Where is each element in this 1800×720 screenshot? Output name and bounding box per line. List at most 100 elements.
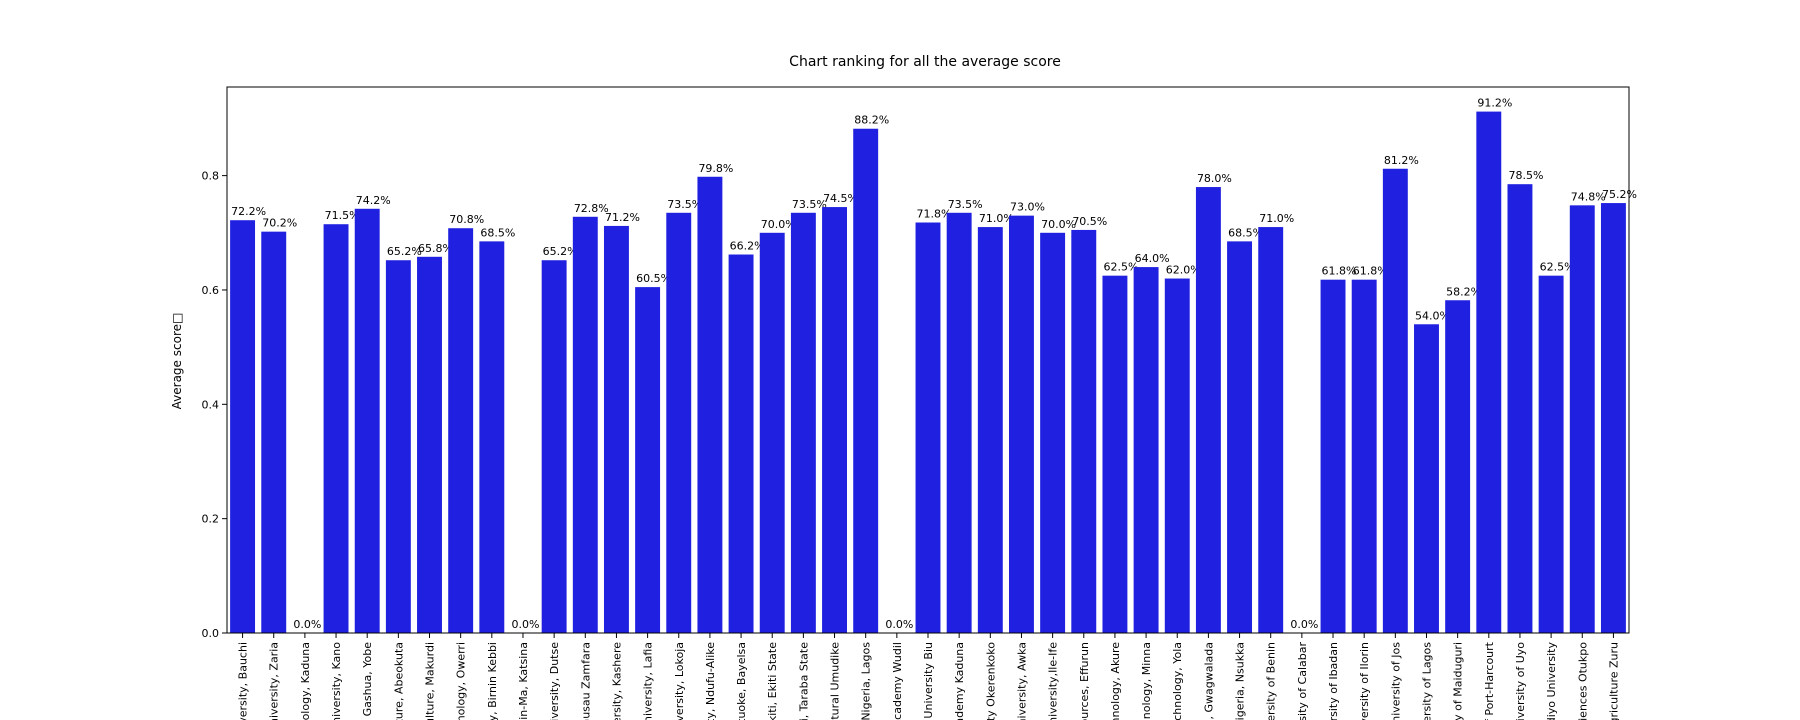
bar-value-label: 0.0%	[1290, 618, 1318, 631]
bar-value-label: 74.8%	[1571, 190, 1606, 203]
bar-value-label: 73.5%	[792, 198, 827, 211]
x-category-label: Gusau Zamfara	[579, 642, 592, 720]
x-category-label: sity, Ndufu-Alike	[704, 642, 717, 720]
bar-value-label: 81.2%	[1384, 154, 1419, 167]
bar	[1164, 278, 1190, 633]
bar	[1195, 187, 1221, 633]
bar-value-label: 74.2%	[356, 194, 391, 207]
bars-group: 72.2%70.2%0.0%71.5%74.2%65.2%65.8%70.8%6…	[230, 97, 1637, 634]
bar	[230, 220, 256, 633]
bar-value-label: 68.5%	[1228, 226, 1263, 239]
x-category-label: University, Zaria	[268, 642, 281, 720]
x-axis-category-labels: niversity, Bauchi University, Zaria nnolog…	[237, 633, 1620, 720]
x-category-label: Technology, Yola	[1171, 642, 1184, 720]
bar	[1258, 227, 1284, 633]
y-tick-label: 0.8	[202, 170, 220, 183]
x-category-label: chnology, Owerri	[455, 642, 468, 720]
bar	[1040, 232, 1066, 633]
bar-value-label: 62.5%	[1540, 261, 1575, 274]
x-category-label: iversity of Benin	[1265, 642, 1278, 720]
bar	[261, 231, 287, 633]
bar-value-label: 70.0%	[761, 218, 796, 231]
x-category-label: iversity, Kashere	[610, 642, 623, 720]
bar-value-label: 65.8%	[418, 242, 453, 255]
bar	[977, 227, 1003, 633]
x-category-label: ersity of Calabar	[1296, 642, 1309, 720]
bar-value-label: 70.5%	[1072, 215, 1107, 228]
bar-value-label: 78.0%	[1197, 172, 1232, 185]
x-category-label: iversity of Lagos	[1420, 642, 1433, 720]
x-category-label: of Port-Harcourt	[1483, 641, 1496, 720]
bar-value-label: 71.5%	[325, 209, 360, 222]
x-category-label: nnology, Kaduna	[299, 642, 312, 720]
bar-value-label: 73.5%	[948, 198, 983, 211]
bar-value-label: 79.8%	[698, 162, 733, 175]
x-category-label: chnology, Minna	[1140, 642, 1153, 720]
bar-value-label: 68.5%	[480, 226, 515, 239]
bar	[572, 216, 598, 633]
y-tick-label: 0.2	[202, 513, 220, 526]
x-category-label: Agriculture Zuru	[1607, 642, 1620, 720]
bar	[666, 212, 692, 634]
bar	[1351, 279, 1377, 633]
bar-value-label: 74.5%	[823, 192, 858, 205]
x-category-label: University of Jos	[1389, 642, 1402, 720]
x-category-label: Academy Wudil	[891, 642, 904, 720]
bar-value-label: 88.2%	[854, 114, 889, 127]
x-category-label: sources, Effurun	[1078, 642, 1091, 720]
bar	[1507, 184, 1533, 633]
bar-value-label: 91.2%	[1477, 97, 1512, 110]
x-category-label: Sciences Otukpo	[1576, 642, 1589, 720]
x-category-label: uja, Gwagwalada	[1202, 642, 1215, 720]
y-tick-label: 0.6	[202, 284, 220, 297]
bar-value-label: 0.0%	[293, 618, 321, 631]
x-category-label: University of Uyo	[1514, 642, 1527, 720]
bar	[1569, 205, 1595, 633]
bar	[1445, 300, 1471, 633]
x-category-label: sity, Birnin Kebbi	[486, 642, 499, 720]
x-category-label: niversity of Ilorin	[1358, 642, 1371, 720]
x-category-label: Nigeria, Nsukka	[1234, 642, 1247, 720]
bar-value-label: 61.8%	[1353, 265, 1388, 278]
x-category-label: niversity, Lokoja	[673, 642, 686, 720]
bar-value-label: 70.8%	[449, 213, 484, 226]
x-category-label: -Ekiti, Ekiti State	[766, 642, 779, 720]
bar-value-label: 54.0%	[1415, 309, 1450, 322]
bar	[946, 212, 972, 634]
x-category-label: ulture, Abeokuta	[392, 642, 405, 720]
bar-value-label: 65.2%	[543, 245, 578, 258]
y-tick-label: 0.4	[202, 398, 220, 411]
bar-value-label: 71.8%	[917, 207, 952, 220]
bar-value-label: 65.2%	[387, 245, 422, 258]
bar	[635, 287, 661, 633]
x-category-label: ny University Biu	[922, 642, 935, 720]
bar-value-label: 0.0%	[512, 618, 540, 631]
bar	[1071, 229, 1097, 633]
bar	[541, 260, 567, 633]
bar-value-label: 64.0%	[1135, 252, 1170, 265]
bar	[1600, 203, 1626, 633]
bar	[759, 232, 785, 633]
bar	[1476, 111, 1502, 633]
x-category-label: University, Kano	[330, 642, 343, 720]
x-category-label: chnology, Akure	[1109, 642, 1122, 720]
x-category-label: of Nigeria, Lagos	[860, 642, 873, 720]
bar	[1414, 324, 1439, 633]
bar	[1227, 241, 1253, 633]
x-category-label: Odiyo University	[1545, 642, 1558, 720]
bar-value-label: 0.0%	[885, 618, 913, 631]
bar	[822, 207, 847, 634]
x-category-label: ersity of Ibadan	[1327, 642, 1340, 720]
x-category-label: University, Lafia	[642, 642, 655, 720]
bar	[697, 176, 723, 633]
bar	[323, 224, 349, 633]
x-category-label: University, Dutse	[548, 642, 561, 720]
bar	[1382, 168, 1408, 633]
bar	[1133, 267, 1159, 633]
x-category-label: cademy Kaduna	[953, 642, 966, 720]
bar-value-label: 61.8%	[1322, 265, 1357, 278]
bar	[1538, 275, 1564, 633]
bar-value-label: 60.5%	[636, 272, 671, 285]
